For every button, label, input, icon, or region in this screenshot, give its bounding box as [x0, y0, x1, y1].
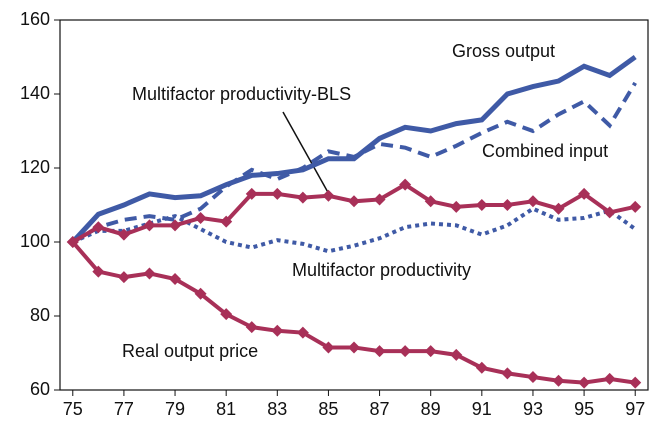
y-tick-label: 100 [20, 231, 50, 251]
x-tick-label: 75 [63, 399, 83, 419]
series-marker [194, 287, 207, 300]
series-marker [245, 187, 258, 200]
y-tick-label: 140 [20, 83, 50, 103]
series-marker [245, 321, 258, 334]
series-marker [373, 345, 386, 358]
plot-frame [59, 19, 649, 391]
series-marker [450, 200, 463, 213]
series-marker [117, 228, 130, 241]
series-marker [348, 341, 360, 354]
x-tick-label: 93 [523, 399, 543, 419]
series-marker [348, 195, 360, 208]
series-marker [629, 200, 642, 213]
series-marker [66, 236, 79, 248]
series-marker [475, 361, 488, 374]
y-tick-label: 80 [30, 305, 50, 325]
series-marker [552, 202, 565, 215]
series-label: Gross output [452, 41, 555, 61]
x-tick-label: 85 [318, 399, 338, 419]
x-tick-label: 89 [421, 399, 441, 419]
series-label: Multifactor productivity [292, 260, 471, 280]
x-tick-label: 95 [574, 399, 594, 419]
series-marker [143, 219, 156, 232]
series-marker [169, 273, 182, 285]
series-marker [296, 326, 309, 339]
x-tick-label: 83 [267, 399, 287, 419]
series-marker [424, 195, 437, 208]
x-tick-label: 97 [625, 399, 645, 419]
series-marker [399, 178, 412, 191]
series-marker [501, 199, 514, 211]
series-marker [169, 219, 182, 232]
series-marker [92, 221, 105, 234]
series-marker [373, 193, 386, 206]
series-marker [526, 195, 539, 208]
y-tick-label: 60 [30, 379, 50, 399]
x-tick-label: 81 [216, 399, 236, 419]
series-marker [629, 376, 642, 389]
series-marker [399, 345, 412, 358]
series-marker [322, 189, 335, 202]
series-marker [220, 308, 233, 321]
series-marker [526, 371, 539, 384]
series-label: Multifactor productivity-BLS [132, 84, 351, 104]
series-marker [552, 374, 565, 387]
series-marker [143, 267, 156, 280]
series-marker [450, 348, 463, 361]
x-tick-label: 91 [472, 399, 492, 419]
series-marker [92, 265, 105, 278]
series-marker [501, 367, 514, 380]
series-marker [424, 345, 437, 358]
series-line [71, 206, 637, 254]
series-marker [578, 376, 591, 389]
series-label: Combined input [482, 141, 608, 161]
series-marker [271, 187, 284, 200]
series-marker [271, 324, 284, 337]
series-marker [296, 191, 309, 204]
x-tick-label: 87 [370, 399, 390, 419]
series-marker [220, 215, 233, 228]
series-marker [475, 199, 488, 211]
series-marker [322, 341, 335, 354]
y-tick-label: 120 [20, 157, 50, 177]
series-label: Real output price [122, 341, 258, 361]
x-tick-label: 79 [165, 399, 185, 419]
series-marker [578, 187, 591, 200]
series-marker [117, 271, 130, 284]
series-marker [194, 211, 207, 224]
series-marker [603, 372, 616, 385]
annotation-pointer [282, 111, 331, 197]
y-tick-label: 160 [20, 9, 50, 29]
series-marker [603, 206, 616, 219]
x-tick-label: 77 [114, 399, 134, 419]
